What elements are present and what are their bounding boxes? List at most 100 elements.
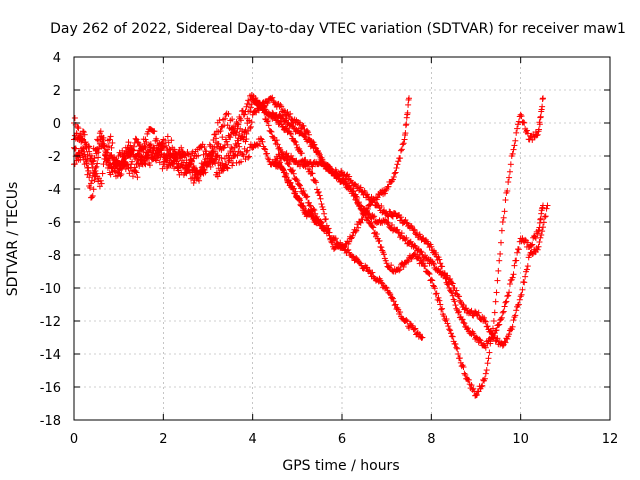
data-point (292, 139, 299, 146)
data-point (264, 155, 271, 162)
data-point (87, 152, 94, 159)
data-point (481, 375, 488, 382)
data-point (250, 93, 257, 100)
data-point (447, 288, 454, 295)
data-point (394, 161, 401, 168)
data-point (222, 111, 229, 118)
data-point (417, 248, 424, 255)
data-point (499, 219, 506, 225)
data-point (438, 306, 445, 313)
data-point (245, 97, 252, 104)
data-point (397, 234, 404, 241)
data-point (381, 190, 388, 197)
data-point (268, 128, 275, 135)
data-point (430, 260, 437, 267)
y-tick-label: -6 (48, 216, 61, 231)
data-point (79, 128, 86, 135)
data-point (219, 134, 226, 141)
data-point (260, 102, 267, 109)
data-point (89, 192, 96, 199)
data-point (355, 224, 362, 231)
data-point (238, 117, 245, 124)
data-point (164, 133, 171, 140)
data-point (447, 327, 454, 334)
data-point (465, 376, 472, 383)
data-point (79, 135, 86, 142)
data-point (129, 158, 136, 165)
data-point (261, 145, 268, 152)
data-point (439, 305, 446, 312)
data-point (531, 233, 538, 240)
data-point (411, 226, 418, 233)
data-point (346, 238, 353, 245)
data-point (394, 226, 401, 233)
data-point (315, 149, 322, 156)
data-point (307, 203, 314, 210)
x-tick-label: 2 (159, 432, 167, 447)
chart-title: Day 262 of 2022, Sidereal Day-to-day VTE… (50, 21, 626, 37)
data-point (533, 132, 540, 139)
data-point (505, 179, 512, 186)
data-point (140, 157, 147, 164)
data-point (498, 227, 505, 234)
data-point (369, 269, 376, 276)
y-axis-label: SDTVAR / TECUs (5, 182, 21, 297)
data-point (311, 141, 318, 148)
data-point (309, 170, 316, 177)
data-point (456, 308, 463, 315)
data-point (403, 121, 410, 128)
data-point (355, 199, 362, 206)
data-point (460, 319, 467, 326)
data-point (497, 250, 504, 257)
data-point (382, 257, 389, 264)
data-point (215, 159, 222, 166)
data-point (87, 184, 94, 191)
data-point (370, 224, 377, 231)
data-point (315, 188, 322, 195)
data-point (159, 141, 166, 148)
data-point (518, 113, 525, 120)
data-point (345, 246, 352, 253)
data-point (499, 342, 506, 349)
data-point (311, 207, 318, 214)
data-point (422, 262, 429, 269)
data-point (262, 146, 269, 153)
data-point (392, 169, 399, 176)
data-point (98, 180, 105, 187)
data-point (246, 125, 253, 132)
data-point (133, 169, 140, 176)
data-point (106, 136, 113, 143)
x-tick-label: 4 (249, 432, 257, 447)
data-point (506, 289, 513, 296)
data-point (133, 161, 140, 168)
data-point (88, 177, 95, 184)
data-point (490, 334, 497, 341)
data-point (92, 164, 99, 171)
data-point (490, 318, 497, 324)
data-point (88, 194, 95, 201)
y-tick-label: -10 (40, 282, 61, 297)
data-point (301, 133, 308, 140)
y-tick-label: -8 (48, 249, 61, 264)
data-point (484, 360, 491, 367)
series-track-5 (249, 93, 546, 351)
data-point (462, 371, 469, 378)
data-point (387, 291, 394, 298)
data-point (483, 367, 490, 374)
data-point (318, 219, 325, 226)
data-point (353, 193, 360, 200)
data-point (185, 151, 192, 158)
data-point (246, 108, 253, 115)
data-point (520, 119, 527, 126)
data-point (160, 161, 167, 168)
data-point (528, 242, 535, 249)
data-point (227, 134, 234, 141)
data-point (168, 152, 175, 159)
data-point (137, 141, 144, 148)
data-point (511, 262, 518, 269)
data-point (274, 141, 281, 148)
data-point (380, 207, 387, 214)
data-point (535, 243, 542, 250)
data-point (473, 391, 480, 398)
data-point (539, 228, 546, 235)
